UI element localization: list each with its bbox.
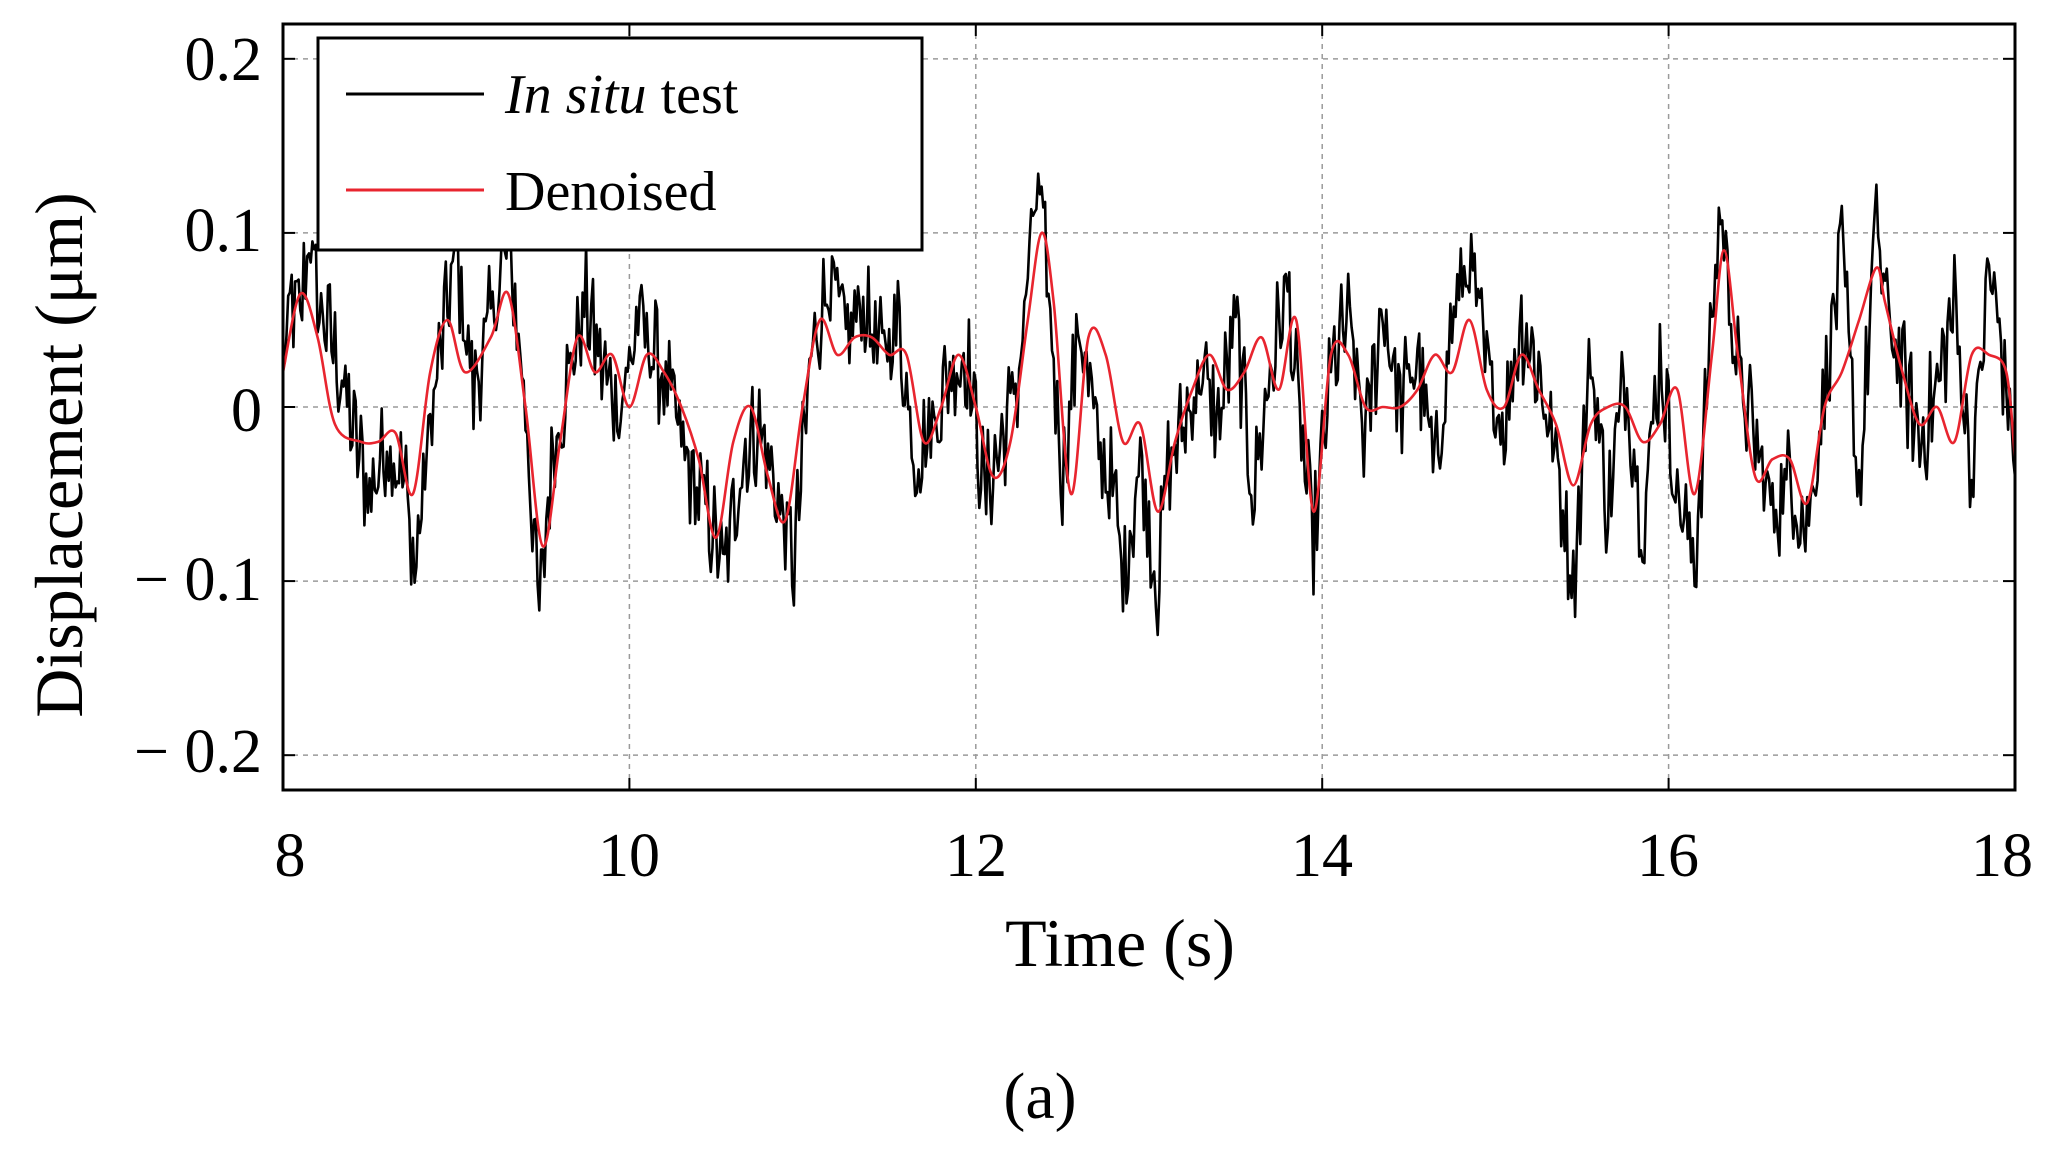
legend: In situ test Denoised <box>316 36 924 252</box>
y-tick-label: − 0.2 <box>134 718 262 786</box>
x-tick-label: 8 <box>275 822 306 890</box>
x-tick-label: 10 <box>598 822 660 890</box>
legend-label-in-situ-test: In situ test <box>504 64 739 126</box>
series-line-denoised <box>283 231 2015 548</box>
y-tick-label: 0.1 <box>185 197 263 265</box>
panel-label: (a) <box>1003 1060 1076 1133</box>
x-axis-title: Time (s) <box>1005 905 1235 981</box>
y-tick-label: 0 <box>231 377 262 445</box>
y-axis-title: Displacement (μm) <box>21 192 97 718</box>
x-tick-label: 16 <box>1637 822 1699 890</box>
y-tick-label: − 0.1 <box>134 546 262 614</box>
x-tick-label: 12 <box>945 822 1007 890</box>
tick-marks <box>282 24 2016 790</box>
y-tick-label: 0.2 <box>185 26 263 94</box>
legend-label-denoised: Denoised <box>505 161 717 223</box>
y-tick-labels: 0.2 0.1 0 − 0.1 − 0.2 <box>134 26 262 786</box>
legend-box <box>316 36 924 252</box>
x-tick-labels: 8 10 12 14 16 18 <box>275 822 2034 890</box>
x-tick-label: 18 <box>1971 822 2033 890</box>
x-tick-label: 14 <box>1291 822 1353 890</box>
